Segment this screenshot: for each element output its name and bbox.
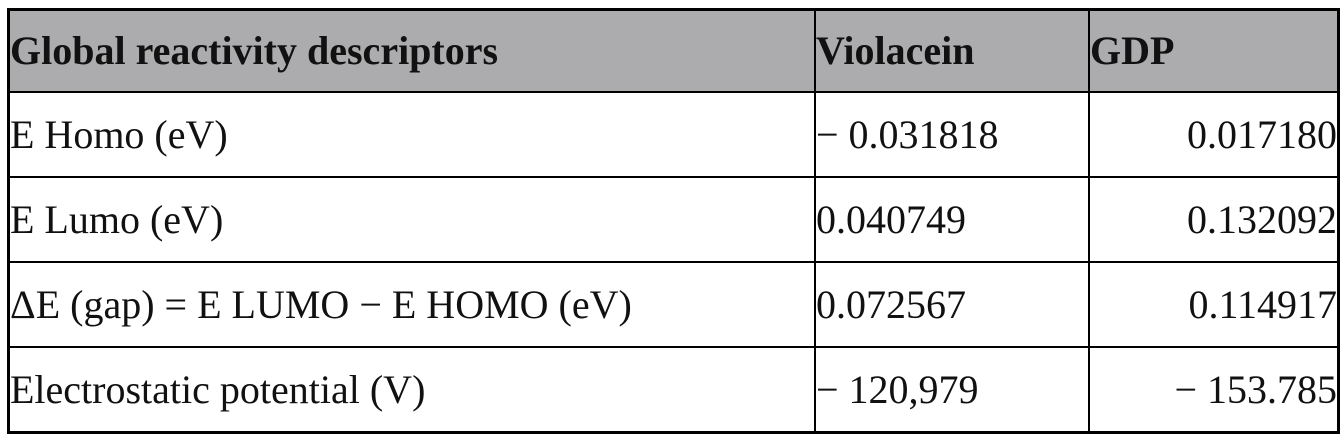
table-row: ΔE (gap) = E LUMO − E HOMO (eV) 0.072567… <box>7 261 1340 348</box>
value-electrostatic-potential-gdp: − 153.785 <box>1088 346 1340 434</box>
value-delta-e-gap-violacein: 0.072567 <box>814 261 1090 348</box>
table-header: Global reactivity descriptors Violacein … <box>7 8 1340 93</box>
value-e-homo-violacein: − 0.031818 <box>814 91 1090 178</box>
table-body: E Homo (eV) − 0.031818 0.017180 E Lumo (… <box>7 91 1340 434</box>
row-label-electrostatic-potential: Electrostatic potential (V) <box>7 346 816 434</box>
value-e-homo-gdp: 0.017180 <box>1088 91 1340 178</box>
row-label-delta-e-gap: ΔE (gap) = E LUMO − E HOMO (eV) <box>7 261 816 348</box>
value-e-lumo-violacein: 0.040749 <box>814 176 1090 263</box>
global-reactivity-table: Global reactivity descriptors Violacein … <box>7 8 1340 434</box>
value-delta-e-gap-gdp: 0.114917 <box>1088 261 1340 348</box>
value-e-lumo-gdp: 0.132092 <box>1088 176 1340 263</box>
table-row: Electrostatic potential (V) − 120,979 − … <box>7 346 1340 434</box>
row-label-e-homo: E Homo (eV) <box>7 91 816 178</box>
value-electrostatic-potential-violacein: − 120,979 <box>814 346 1090 434</box>
table-header-row: Global reactivity descriptors Violacein … <box>7 8 1340 93</box>
header-cell-gdp: GDP <box>1088 8 1340 93</box>
table-row: E Homo (eV) − 0.031818 0.017180 <box>7 91 1340 178</box>
header-cell-descriptors: Global reactivity descriptors <box>7 8 816 93</box>
header-cell-violacein: Violacein <box>814 8 1090 93</box>
row-label-e-lumo: E Lumo (eV) <box>7 176 816 263</box>
table-row: E Lumo (eV) 0.040749 0.132092 <box>7 176 1340 263</box>
